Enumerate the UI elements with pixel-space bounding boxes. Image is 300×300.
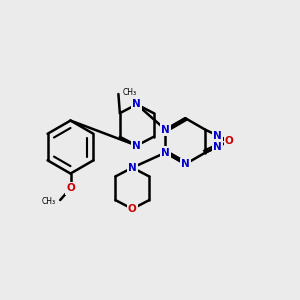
Text: N: N — [132, 99, 141, 110]
Text: N: N — [132, 141, 141, 151]
Text: CH₃: CH₃ — [42, 197, 56, 206]
Text: N: N — [213, 142, 222, 152]
Text: CH₃: CH₃ — [123, 88, 137, 97]
Text: N: N — [213, 131, 222, 141]
Text: O: O — [66, 183, 75, 193]
Text: O: O — [225, 136, 234, 146]
Text: N: N — [161, 125, 170, 135]
Text: N: N — [128, 163, 137, 173]
Text: O: O — [128, 204, 137, 214]
Text: N: N — [181, 159, 190, 169]
Text: N: N — [161, 148, 170, 158]
